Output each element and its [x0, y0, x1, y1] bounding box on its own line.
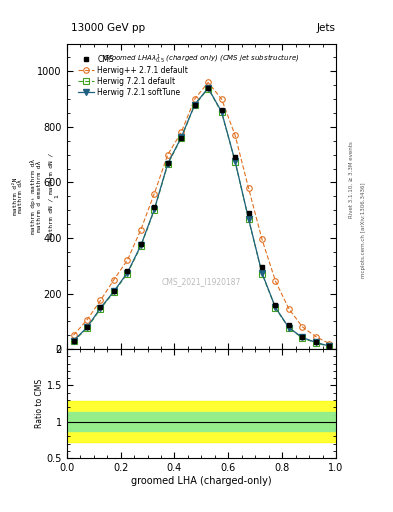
Herwig 7.2.1 default	[165, 161, 170, 167]
Herwig 7.2.1 default	[192, 102, 197, 108]
Herwig 7.2.1 default	[152, 207, 157, 214]
Herwig 7.2.1 default	[98, 306, 103, 312]
Bar	[67, 401, 336, 442]
CMS	[112, 288, 116, 294]
CMS	[273, 302, 278, 308]
Herwig 7.2.1 default	[286, 325, 291, 331]
Herwig 7.2.1 softTune	[138, 242, 143, 248]
Herwig++ 2.7.1 default	[327, 340, 332, 347]
Herwig 7.2.1 default	[314, 340, 318, 346]
CMS	[327, 343, 332, 349]
Bar	[67, 412, 336, 431]
Herwig++ 2.7.1 default	[179, 130, 184, 136]
Line: CMS: CMS	[71, 86, 332, 348]
Y-axis label: mathrm d²N
mathrm dλ

mathrm dpₜ mathrm dλ
mathrm d emathrm dλ

mathrm dN / math: mathrm d²N mathrm dλ mathrm dpₜ mathrm d…	[13, 153, 59, 240]
Herwig 7.2.1 softTune	[112, 288, 116, 294]
Herwig 7.2.1 default	[219, 110, 224, 116]
Text: Rivet 3.1.10, ≥ 3.3M events: Rivet 3.1.10, ≥ 3.3M events	[349, 141, 354, 218]
CMS	[165, 160, 170, 166]
Text: Jets: Jets	[317, 23, 336, 33]
Herwig 7.2.1 softTune	[327, 343, 332, 349]
Herwig++ 2.7.1 default	[84, 317, 89, 323]
Herwig 7.2.1 default	[246, 216, 251, 222]
CMS	[314, 339, 318, 345]
Herwig++ 2.7.1 default	[286, 306, 291, 312]
Herwig 7.2.1 softTune	[179, 134, 184, 140]
Herwig++ 2.7.1 default	[206, 79, 211, 86]
Line: Herwig++ 2.7.1 default: Herwig++ 2.7.1 default	[71, 80, 332, 346]
Herwig++ 2.7.1 default	[71, 332, 76, 338]
Text: CMS_2021_I1920187: CMS_2021_I1920187	[162, 278, 241, 286]
Herwig++ 2.7.1 default	[152, 190, 157, 197]
CMS	[260, 264, 264, 270]
Herwig++ 2.7.1 default	[192, 96, 197, 102]
CMS	[219, 107, 224, 113]
Herwig 7.2.1 default	[138, 243, 143, 249]
Herwig 7.2.1 default	[125, 270, 130, 276]
Herwig 7.2.1 softTune	[84, 325, 89, 331]
Herwig 7.2.1 softTune	[246, 216, 251, 222]
Herwig 7.2.1 default	[112, 289, 116, 295]
Herwig 7.2.1 softTune	[98, 305, 103, 311]
Herwig 7.2.1 softTune	[219, 109, 224, 115]
Herwig++ 2.7.1 default	[125, 257, 130, 263]
Herwig 7.2.1 softTune	[314, 339, 318, 346]
Herwig++ 2.7.1 default	[246, 185, 251, 191]
Herwig 7.2.1 softTune	[71, 338, 76, 344]
Herwig++ 2.7.1 default	[273, 278, 278, 284]
CMS	[98, 304, 103, 310]
Line: Herwig 7.2.1 default: Herwig 7.2.1 default	[71, 86, 332, 349]
Herwig++ 2.7.1 default	[300, 324, 305, 330]
Y-axis label: Ratio to CMS: Ratio to CMS	[35, 379, 44, 428]
Herwig 7.2.1 default	[179, 135, 184, 141]
Herwig 7.2.1 softTune	[300, 334, 305, 340]
Herwig 7.2.1 softTune	[233, 158, 237, 164]
CMS	[179, 135, 184, 141]
Herwig++ 2.7.1 default	[314, 333, 318, 339]
CMS	[300, 333, 305, 339]
CMS	[152, 204, 157, 210]
Herwig++ 2.7.1 default	[260, 237, 264, 243]
CMS	[138, 241, 143, 247]
Herwig++ 2.7.1 default	[219, 96, 224, 102]
Herwig 7.2.1 default	[327, 343, 332, 349]
Text: mcplots.cern.ch [arXiv:1306.3436]: mcplots.cern.ch [arXiv:1306.3436]	[361, 183, 366, 278]
Herwig 7.2.1 default	[84, 325, 89, 331]
Text: Groomed LHA$\lambda^{1}_{0.5}$ (charged only) (CMS jet substructure): Groomed LHA$\lambda^{1}_{0.5}$ (charged …	[103, 53, 299, 66]
X-axis label: groomed LHA (charged-only): groomed LHA (charged-only)	[131, 476, 272, 486]
CMS	[286, 323, 291, 329]
Herwig 7.2.1 default	[300, 335, 305, 341]
Herwig 7.2.1 default	[233, 159, 237, 165]
Herwig++ 2.7.1 default	[138, 227, 143, 233]
Herwig 7.2.1 default	[71, 338, 76, 345]
CMS	[125, 268, 130, 274]
Herwig++ 2.7.1 default	[112, 276, 116, 283]
Herwig 7.2.1 default	[260, 270, 264, 276]
CMS	[233, 154, 237, 160]
Herwig 7.2.1 softTune	[273, 304, 278, 310]
Herwig 7.2.1 softTune	[152, 206, 157, 212]
Herwig 7.2.1 softTune	[260, 270, 264, 276]
Herwig 7.2.1 default	[273, 305, 278, 311]
Herwig 7.2.1 default	[206, 86, 211, 92]
Line: Herwig 7.2.1 softTune: Herwig 7.2.1 softTune	[71, 85, 332, 349]
Herwig 7.2.1 softTune	[286, 325, 291, 331]
Herwig++ 2.7.1 default	[233, 132, 237, 138]
Legend: CMS, Herwig++ 2.7.1 default, Herwig 7.2.1 default, Herwig 7.2.1 softTune: CMS, Herwig++ 2.7.1 default, Herwig 7.2.…	[76, 53, 190, 98]
CMS	[206, 85, 211, 91]
CMS	[192, 101, 197, 108]
Text: 13000 GeV pp: 13000 GeV pp	[71, 23, 145, 33]
Herwig 7.2.1 softTune	[125, 270, 130, 276]
CMS	[246, 210, 251, 216]
Herwig++ 2.7.1 default	[98, 297, 103, 304]
Herwig 7.2.1 softTune	[206, 85, 211, 91]
Herwig 7.2.1 softTune	[165, 160, 170, 166]
CMS	[84, 324, 89, 330]
CMS	[71, 338, 76, 344]
Herwig++ 2.7.1 default	[165, 152, 170, 158]
Herwig 7.2.1 softTune	[192, 101, 197, 108]
